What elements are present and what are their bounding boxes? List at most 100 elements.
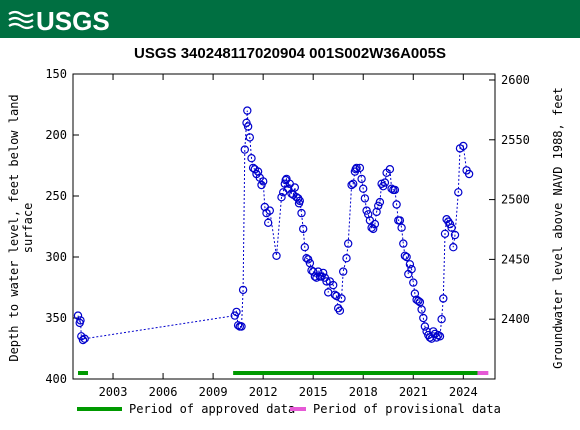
y-left-tick-label: 350 bbox=[45, 311, 67, 325]
data-point bbox=[332, 291, 341, 301]
data-point bbox=[253, 167, 263, 176]
data-point bbox=[449, 242, 458, 252]
data-point bbox=[390, 185, 400, 195]
data-point bbox=[369, 224, 378, 234]
plot-frame bbox=[72, 73, 496, 380]
data-point bbox=[295, 196, 304, 206]
x-tick-label: 2012 bbox=[249, 385, 278, 399]
data-point bbox=[297, 208, 306, 218]
data-point bbox=[242, 118, 251, 128]
y-right-tick-label: 2450 bbox=[501, 252, 530, 266]
data-point bbox=[237, 322, 246, 331]
data-point bbox=[450, 230, 460, 240]
data-point bbox=[319, 268, 328, 278]
data-point bbox=[264, 218, 273, 227]
data-point bbox=[464, 169, 474, 179]
data-point bbox=[334, 304, 343, 313]
series-points bbox=[73, 106, 474, 345]
legend: Period of approved data Period of provis… bbox=[77, 402, 501, 416]
y-left-tick-label: 250 bbox=[45, 189, 67, 203]
data-point bbox=[459, 141, 468, 151]
data-point bbox=[357, 174, 366, 184]
x-tick-label: 2021 bbox=[399, 385, 428, 399]
series-line bbox=[77, 110, 470, 341]
data-point bbox=[335, 306, 345, 315]
y-axis-left: 150 200 250 300 350 400 bbox=[45, 67, 79, 386]
data-point bbox=[351, 164, 360, 174]
data-point bbox=[78, 335, 88, 345]
data-point bbox=[439, 294, 448, 303]
legend-label-approved: Period of approved data bbox=[129, 402, 295, 416]
data-point bbox=[420, 322, 430, 331]
data-point bbox=[355, 163, 365, 173]
data-point bbox=[364, 210, 373, 219]
y-right-tick-label: 2550 bbox=[501, 133, 530, 147]
x-tick-label: 2024 bbox=[449, 385, 478, 399]
data-point bbox=[300, 242, 309, 252]
data-point bbox=[352, 163, 361, 173]
data-point bbox=[414, 296, 423, 306]
chart-title: USGS 340248117020904 001S002W36A005S bbox=[134, 45, 446, 62]
usgs-logo-text: USGS bbox=[36, 6, 110, 36]
data-point bbox=[454, 188, 463, 197]
data-point bbox=[405, 260, 415, 269]
data-point bbox=[370, 219, 380, 229]
data-point bbox=[407, 265, 416, 274]
y-axis-left-title-line2: surface bbox=[21, 203, 35, 254]
data-point bbox=[337, 294, 346, 303]
data-point bbox=[259, 177, 268, 186]
data-point bbox=[392, 200, 401, 209]
period-bar-approved bbox=[233, 371, 478, 375]
x-tick-label: 2006 bbox=[149, 385, 178, 399]
data-point bbox=[447, 223, 456, 232]
series-connector-line bbox=[77, 110, 470, 341]
data-point bbox=[290, 183, 299, 192]
data-point bbox=[240, 145, 249, 154]
y-axis-right-title: Groundwater level above NAVD 1988, feet bbox=[551, 87, 565, 369]
data-point bbox=[322, 277, 331, 286]
data-point bbox=[347, 180, 356, 190]
data-point bbox=[80, 334, 89, 343]
y-axis-right: 2400 2450 2500 2550 2600 bbox=[489, 73, 530, 326]
data-point bbox=[277, 192, 286, 202]
data-point bbox=[375, 197, 385, 207]
data-point bbox=[359, 184, 368, 193]
data-point bbox=[417, 305, 426, 314]
data-point bbox=[330, 290, 340, 299]
data-point bbox=[299, 224, 308, 234]
usgs-wave-icon bbox=[8, 7, 34, 31]
y-axis-left-title-line1: Depth to water level, feet below land bbox=[7, 94, 21, 361]
y-right-tick-label: 2600 bbox=[501, 73, 530, 87]
usgs-logo: USGS bbox=[8, 6, 110, 36]
data-point bbox=[272, 251, 281, 260]
x-axis: 2003 2006 2009 2012 2015 2018 2021 2024 bbox=[99, 74, 478, 399]
data-point bbox=[437, 315, 446, 324]
data-point bbox=[360, 194, 370, 203]
y-left-tick-label: 150 bbox=[45, 67, 67, 81]
data-point bbox=[402, 252, 411, 262]
data-point bbox=[380, 178, 390, 187]
x-tick-label: 2009 bbox=[199, 385, 228, 399]
data-point bbox=[372, 207, 381, 217]
y-left-tick-label: 400 bbox=[45, 372, 67, 386]
data-point bbox=[247, 153, 256, 163]
x-tick-label: 2018 bbox=[349, 385, 378, 399]
data-point bbox=[265, 206, 274, 215]
data-point bbox=[419, 313, 428, 323]
data-point bbox=[440, 229, 450, 238]
data-point bbox=[245, 133, 254, 142]
y-right-tick-label: 2400 bbox=[501, 312, 530, 326]
data-point bbox=[349, 179, 358, 188]
data-point bbox=[339, 267, 348, 276]
data-point bbox=[400, 251, 410, 260]
data-point bbox=[409, 278, 418, 287]
data-point bbox=[435, 332, 445, 341]
usgs-header-bar bbox=[0, 0, 580, 38]
y-left-tick-label: 200 bbox=[45, 128, 67, 142]
data-point bbox=[232, 307, 241, 317]
data-point bbox=[329, 280, 338, 290]
data-point bbox=[410, 289, 420, 298]
data-point bbox=[385, 164, 395, 174]
data-point bbox=[434, 330, 443, 340]
